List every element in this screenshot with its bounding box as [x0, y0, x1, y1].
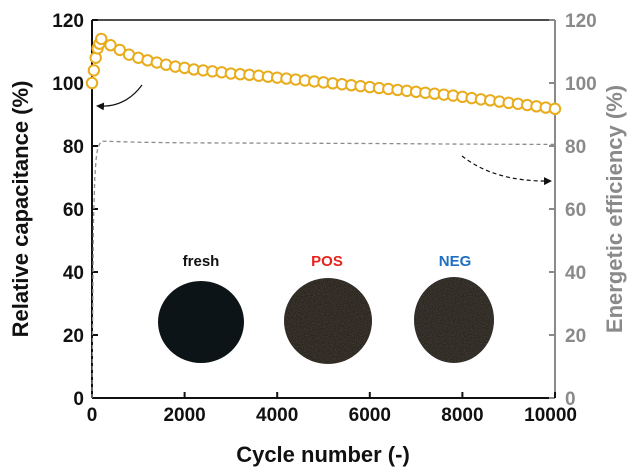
left-tick-label: 80 [63, 137, 84, 158]
sample-label-pos: POS [311, 253, 343, 270]
x-tick-label: 2000 [163, 405, 205, 426]
left-tick-label: 60 [63, 200, 84, 221]
left-tick-label: 120 [52, 11, 84, 32]
right-tick-label: 0 [565, 389, 576, 410]
x-axis-title: Cycle number (-) [236, 442, 410, 467]
neg-electrode-texture [414, 277, 494, 363]
sample-photos: fresh POS NEG [158, 253, 494, 364]
right-tick-label: 80 [565, 137, 586, 158]
fresh-electrode-image [158, 281, 244, 363]
capacitance-point [548, 102, 562, 116]
capacitance-point [104, 39, 117, 52]
energetic-efficiency-series [91, 140, 556, 399]
right-tick-label: 40 [565, 263, 586, 284]
right-tick-label: 120 [565, 11, 597, 32]
x-tick-label: 4000 [256, 405, 298, 426]
right-axis-arrow [461, 155, 552, 186]
left-tick-label: 20 [63, 326, 84, 347]
left-axis-arrow [96, 84, 143, 111]
x-axis-ticks: 0 2000 4000 6000 8000 10000 [87, 392, 577, 426]
right-axis-ticks: 0 20 40 60 80 100 120 [549, 11, 597, 410]
capacitance-point [87, 64, 101, 77]
right-tick-label: 20 [565, 326, 586, 347]
sample-label-neg: NEG [439, 253, 472, 270]
efficiency-line [91, 140, 556, 399]
capacitance-point [95, 32, 108, 46]
left-tick-label: 0 [73, 389, 84, 410]
x-tick-label: 8000 [441, 405, 483, 426]
left-tick-label: 100 [52, 74, 84, 95]
sample-label-fresh: fresh [183, 253, 220, 270]
x-tick-label: 0 [87, 405, 98, 426]
relative-capacitance-series [85, 32, 562, 116]
right-tick-label: 100 [565, 74, 597, 95]
x-tick-label: 10000 [524, 405, 577, 426]
pos-electrode-texture [284, 278, 372, 364]
right-tick-label: 60 [565, 200, 586, 221]
capacitance-point [85, 76, 99, 90]
right-axis-title: Energetic efficiency (%) [602, 85, 627, 333]
x-tick-label: 6000 [349, 405, 391, 426]
left-tick-label: 40 [63, 263, 84, 284]
left-axis-title: Relative capacitance (%) [8, 81, 33, 338]
capacitance-point [113, 43, 126, 57]
left-axis-ticks: 0 20 40 60 80 100 120 [52, 11, 98, 410]
